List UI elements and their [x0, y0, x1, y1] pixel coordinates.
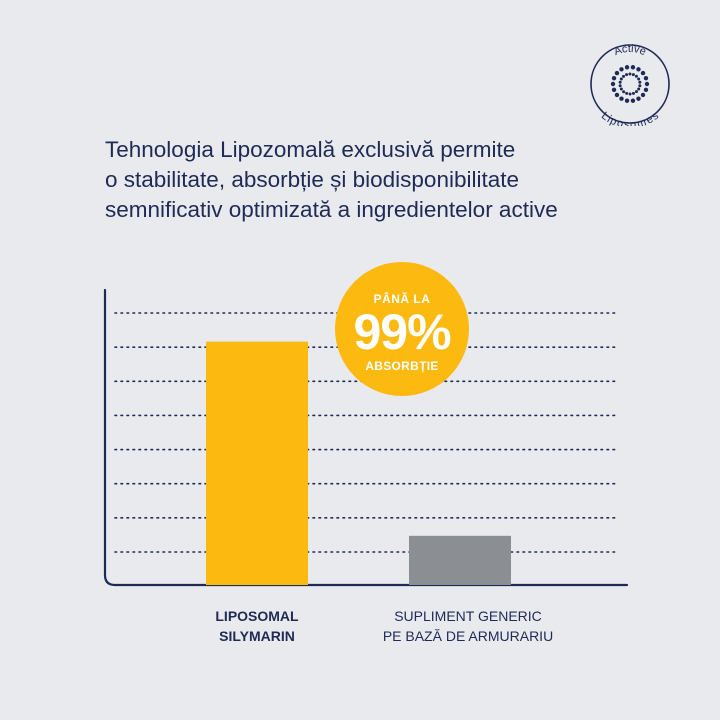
logo-dot: [619, 67, 624, 72]
category-label-liposomal: LIPOSOMAL SILYMARIN: [215, 608, 299, 644]
liposome-ring-icon: [610, 65, 650, 103]
logo-dot: [618, 80, 622, 84]
category-label-generic: SUPLIMENT GENERIC PE BAZĂ DE ARMURARIU: [382, 608, 554, 644]
badge-line-1: PÂNĂ LA: [373, 292, 431, 306]
logo-dot: [618, 84, 622, 88]
logo-dot: [622, 74, 626, 78]
headline: Tehnologia Lipozomală exclusivă permite …: [105, 135, 665, 225]
logo-dot: [630, 65, 636, 70]
headline-line-3: semnificativ optimizată a ingredientelor…: [105, 197, 558, 222]
logo-dot: [610, 81, 616, 87]
logo-dot: [634, 74, 638, 78]
logo-dot: [637, 77, 641, 81]
headline-line-1: Tehnologia Lipozomală exclusivă permite: [105, 137, 516, 162]
bar-liposomal-silymarin: [206, 341, 308, 585]
logo-dot: [614, 92, 620, 98]
logo-dot: [614, 70, 620, 76]
logo-dot: [636, 67, 641, 72]
absorption-badge: PÂNĂ LA 99% ABSORBȚIE: [335, 262, 469, 396]
chart-bars: [206, 341, 511, 585]
logo-dot: [638, 80, 642, 84]
logo-dot: [622, 90, 626, 94]
logo-dot: [630, 98, 636, 103]
logo-dot: [643, 87, 649, 93]
logo-dot: [640, 92, 646, 98]
logo-dot: [636, 96, 641, 101]
logo-dot: [631, 73, 635, 77]
logo-dot: [638, 84, 642, 88]
logo-dot: [643, 75, 649, 81]
logo-dot: [637, 87, 641, 91]
logo-dot: [619, 77, 623, 81]
chart-gridlines: [114, 312, 616, 553]
logo-dot: [640, 70, 646, 76]
headline-line-2: o stabilitate, absorbție și biodisponibi…: [105, 167, 519, 192]
logo-dot: [631, 91, 635, 95]
bar-generic-supplement: [409, 535, 511, 585]
chart-axis: [103, 288, 629, 587]
logo-dot: [624, 65, 630, 70]
logo-dot: [619, 87, 623, 91]
logo-dot: [644, 81, 650, 87]
logo-dot: [624, 98, 630, 103]
badge-line-2: ABSORBȚIE: [365, 359, 439, 373]
logo-dot: [625, 73, 629, 77]
logo-dot: [628, 72, 632, 76]
logo-dot: [628, 92, 632, 96]
logo-dot: [611, 75, 617, 81]
active-liposomes-logo: Active Liposomes: [590, 43, 670, 126]
logo-dot: [625, 91, 629, 95]
badge-value: 99%: [353, 304, 451, 360]
logo-dot: [611, 87, 617, 93]
logo-dot: [619, 96, 624, 101]
logo-dot: [634, 90, 638, 94]
